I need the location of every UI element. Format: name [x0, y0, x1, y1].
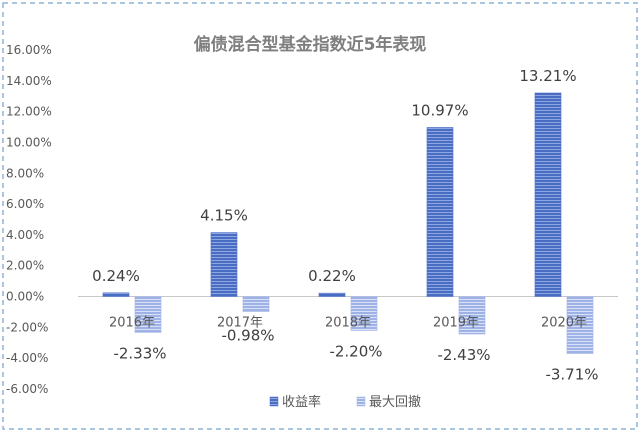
- bar-return-2017年: [210, 232, 238, 297]
- legend-label: 最大回撤: [369, 394, 421, 410]
- y-tick-label: -4.00%: [6, 351, 48, 365]
- data-label: -3.71%: [545, 366, 598, 384]
- data-labels: 0.24% -2.33% 4.15% -0.98% 0.22% -2.20% 10.97% -…: [92, 67, 598, 384]
- bar-return-2016年: [102, 292, 130, 297]
- legend: 收益率 最大回撤: [269, 394, 421, 410]
- x-tick-label: 2018年: [325, 316, 371, 331]
- bars-group: [102, 92, 594, 355]
- bar-return-2020年: [534, 92, 562, 297]
- x-axis-labels: 2016年 2017年 2018年 2019年 2020年: [109, 316, 587, 331]
- bar-return-2018年: [318, 292, 346, 297]
- y-tick-label: -2.00%: [6, 320, 48, 334]
- bar-drawdown-2017年: [242, 296, 270, 312]
- y-tick-label: 2.00%: [6, 259, 44, 273]
- y-axis: -6.00% -4.00% -2.00% 0.00% 2.00% 4.00% 6.00% 8.…: [6, 43, 52, 396]
- chart-frame: [2, 2, 638, 430]
- legend-swatch: [356, 396, 366, 407]
- bar-return-2019年: [426, 127, 454, 297]
- data-label: 13.21%: [519, 67, 576, 85]
- y-tick-label: 14.00%: [6, 74, 52, 88]
- data-label: 10.97%: [411, 102, 468, 120]
- x-tick-label: 2017年: [217, 316, 263, 331]
- data-label: 4.15%: [200, 207, 248, 225]
- legend-label: 收益率: [282, 394, 321, 410]
- data-label: -0.98%: [221, 327, 274, 345]
- data-label: -2.43%: [437, 346, 490, 364]
- bar-drawdown-2020年: [566, 296, 594, 355]
- y-tick-label: 12.00%: [6, 105, 52, 119]
- bar-drawdown-2018年: [350, 296, 378, 331]
- x-tick-label: 2020年: [541, 316, 587, 331]
- data-label: -2.33%: [113, 344, 166, 362]
- y-tick-label: 16.00%: [6, 43, 52, 57]
- legend-swatch: [269, 396, 279, 407]
- y-tick-label: 4.00%: [6, 228, 44, 242]
- x-tick-label: 2016年: [109, 316, 155, 331]
- chart-title: 偏债混合型基金指数近5年表现: [194, 34, 427, 55]
- x-tick-label: 2019年: [433, 316, 479, 331]
- bar-drawdown-2016年: [134, 296, 162, 333]
- y-tick-label: 8.00%: [6, 166, 44, 180]
- y-tick-label: 6.00%: [6, 197, 44, 211]
- data-label: 0.22%: [308, 267, 356, 285]
- y-tick-label: -6.00%: [6, 382, 48, 396]
- data-label: 0.24%: [92, 267, 140, 285]
- bar-drawdown-2019年: [458, 296, 486, 335]
- data-label: -2.20%: [329, 342, 382, 360]
- y-tick-label: 10.00%: [6, 135, 52, 149]
- y-tick-label: 0.00%: [6, 290, 44, 304]
